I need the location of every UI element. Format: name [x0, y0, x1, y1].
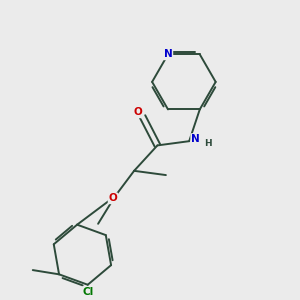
Text: N: N — [191, 134, 200, 144]
Text: N: N — [164, 50, 172, 59]
Text: O: O — [109, 194, 117, 203]
Text: H: H — [204, 139, 212, 148]
Text: Cl: Cl — [82, 287, 93, 297]
Text: O: O — [134, 107, 143, 117]
